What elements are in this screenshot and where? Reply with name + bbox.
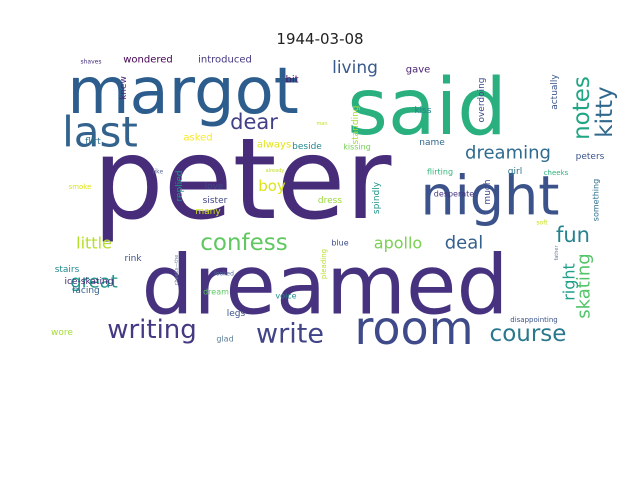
word-smoke: smoke (69, 183, 92, 191)
word-notes: notes (569, 76, 595, 140)
word-beside: beside (292, 142, 322, 152)
word-name: name (419, 138, 445, 148)
word-love: love (205, 182, 224, 192)
word-spindly: spindly (372, 181, 382, 214)
word-father: father (554, 245, 560, 261)
word-cheeks: cheeks (544, 169, 569, 177)
word-dress: dress (318, 196, 342, 206)
word-wondered: wondered (123, 55, 173, 66)
word-like: like (153, 169, 164, 176)
word-living: living (332, 58, 378, 78)
word-confess: confess (200, 230, 288, 256)
word-gave: gave (406, 65, 431, 76)
word-blue: blue (331, 239, 348, 248)
word-flirt: flirt (85, 137, 101, 147)
word-writing: writing (107, 315, 197, 345)
word-dream: dream (203, 288, 229, 297)
word-soft: soft (536, 220, 548, 227)
word-voice: voice (275, 292, 296, 301)
word-glad: glad (216, 335, 233, 344)
word-peters: peters (576, 152, 605, 162)
word-girl: girl (508, 167, 522, 177)
word-wore: wore (51, 328, 73, 338)
word-said: said (347, 63, 507, 153)
word-rink: rink (124, 254, 142, 264)
word-ice-skating: ice-skating (65, 277, 114, 287)
word-kissing: kissing (343, 143, 371, 152)
word-always: always (257, 140, 291, 151)
word-something: something (592, 179, 601, 221)
word-margot: margot (67, 55, 299, 129)
word-cheeks-the: cheeks—the (174, 255, 180, 286)
word-dreamed: dreamed (141, 239, 508, 334)
word-room: room (355, 301, 474, 355)
word-apollo: apollo (374, 234, 422, 253)
word-write: write (256, 319, 324, 350)
word-boy: boy (258, 177, 286, 195)
word-bit: bit (285, 75, 298, 86)
word-dreaming: dreaming (465, 143, 551, 164)
word-right: right (560, 263, 579, 301)
word-last: last (62, 108, 138, 157)
word-little: little (76, 234, 112, 253)
word-facing: facing (72, 286, 100, 296)
word-skating: skating (574, 253, 595, 318)
word-course: course (490, 321, 567, 347)
word-deal: deal (445, 233, 484, 254)
word-many: many (195, 207, 221, 217)
word-overdoing: overdoing (477, 77, 487, 122)
chart-title: 1944-03-08 (276, 30, 364, 48)
word-kiss: kiss (414, 106, 431, 116)
word-standing: standing (351, 105, 361, 144)
word-peter: peter (93, 115, 393, 245)
word-introduced: introduced (198, 55, 252, 66)
word-night: night (421, 165, 560, 228)
word-looked: looked (214, 271, 234, 278)
word-dear: dear (230, 110, 278, 134)
word-disappointing: disappointing (510, 316, 557, 324)
word-actually: actually (550, 74, 560, 110)
word-flirting: flirting (427, 168, 453, 177)
word-replied: replied (175, 170, 185, 201)
word-knew: knew (119, 76, 129, 100)
word-great: great (70, 272, 118, 293)
word-asked: asked (183, 133, 212, 144)
word-already: already (266, 168, 285, 174)
word-man: man (316, 121, 327, 127)
word-sister: sister (203, 196, 228, 206)
word-pleading: pleading (320, 249, 328, 279)
word-shaves: shaves (81, 59, 102, 66)
word-much: much (483, 179, 493, 204)
word-fun: fun (556, 223, 590, 247)
word-desperate: desperate (434, 190, 474, 199)
word-kitty: kitty (592, 86, 618, 137)
word-legs: legs (227, 309, 246, 319)
word-stairs: stairs (55, 265, 80, 275)
